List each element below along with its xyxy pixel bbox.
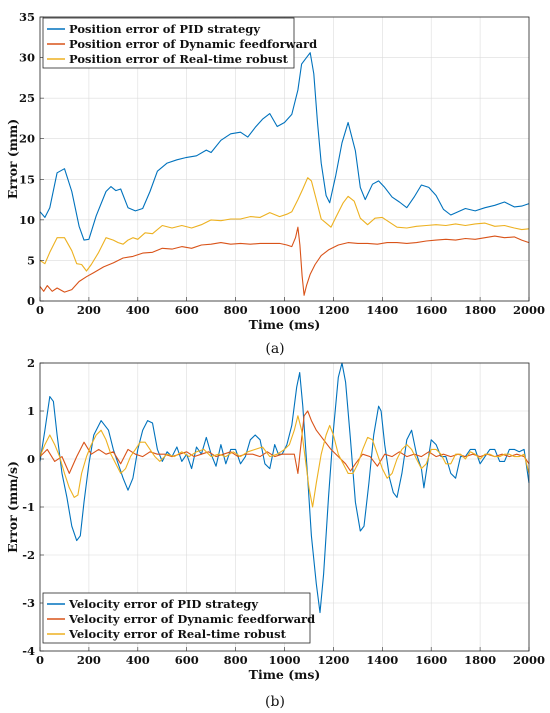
series-line-3	[39, 415, 530, 508]
y-tick-label: 0	[27, 452, 35, 466]
x-tick-label: 1200	[317, 303, 349, 317]
x-tick-label: 2000	[513, 303, 545, 317]
x-tick-label: 1000	[268, 303, 300, 317]
y-tick-label: 20	[19, 132, 35, 146]
x-tick-label: 1000	[268, 653, 300, 667]
y-tick-label: 1	[27, 404, 35, 418]
series-line-2	[39, 226, 530, 296]
y-tick-label: 0	[27, 294, 35, 308]
legend-label-3: Position error of Real-time robust	[69, 52, 289, 66]
x-tick-label: 1600	[415, 303, 447, 317]
series-line-3	[39, 177, 530, 272]
x-tick-label: 800	[224, 303, 248, 317]
series-line-1	[39, 362, 530, 614]
position-error-chart: 0 200 400 600 800 1000 1200 1400 1600 1800 2000 0 5 1…	[5, 10, 545, 332]
x-tick-label: 0	[36, 653, 44, 667]
y-tick-label: 5	[27, 253, 35, 267]
y-tick-label: 35	[19, 10, 35, 24]
legend-box	[42, 17, 295, 69]
series-line-1	[39, 52, 530, 241]
x-tick-label: 400	[126, 653, 150, 667]
y-tick-label: 30	[19, 51, 35, 65]
y-tick-label: -4	[22, 644, 35, 658]
legend-label-2: Velocity error of Dynamic feedforward	[68, 612, 315, 626]
y-tick-label: 25	[19, 91, 35, 105]
x-tick-label: 2000	[513, 653, 545, 667]
y-tick-label: -2	[22, 548, 35, 562]
x-tick-label: 1200	[317, 653, 349, 667]
y-tick-label: 2	[27, 356, 35, 370]
y-tick-label: 10	[19, 213, 35, 227]
legend-label-1: Position error of PID strategy	[69, 22, 260, 36]
x-tick-label: 1800	[464, 303, 496, 317]
x-tick-label: 0	[36, 303, 44, 317]
velocity-error-chart: 0 200 400 600 800 1000 1200 1400 1600 1800 2000 -4 -…	[5, 356, 545, 682]
x-tick-label: 200	[77, 303, 101, 317]
x-tick-label: 1600	[415, 653, 447, 667]
caption-b: (b)	[265, 694, 285, 710]
y-axis-label: Error (mm/s)	[5, 461, 20, 553]
caption-a: (a)	[265, 341, 284, 357]
x-axis-label: Time (ms)	[249, 667, 321, 682]
y-tick-label: 15	[19, 172, 35, 186]
x-tick-label: 600	[175, 653, 199, 667]
x-tick-label: 200	[77, 653, 101, 667]
x-tick-label: 1400	[366, 653, 398, 667]
legend-label-1: Velocity error of PID strategy	[68, 597, 258, 611]
x-tick-label: 800	[224, 653, 248, 667]
x-tick-label: 1800	[464, 653, 496, 667]
x-axis-label: Time (ms)	[249, 317, 321, 332]
y-axis-label: Error (mm)	[5, 119, 20, 199]
legend-label-3: Velocity error of Real-time robust	[68, 627, 287, 641]
x-tick-label: 400	[126, 303, 150, 317]
x-tick-label: 600	[175, 303, 199, 317]
y-tick-label: -3	[22, 596, 35, 610]
legend-label-2: Position error of Dynamic feedforward	[69, 37, 317, 51]
y-tick-label: -1	[22, 500, 35, 514]
legend-box	[42, 592, 311, 644]
series-line-2	[39, 410, 530, 474]
x-tick-label: 1400	[366, 303, 398, 317]
